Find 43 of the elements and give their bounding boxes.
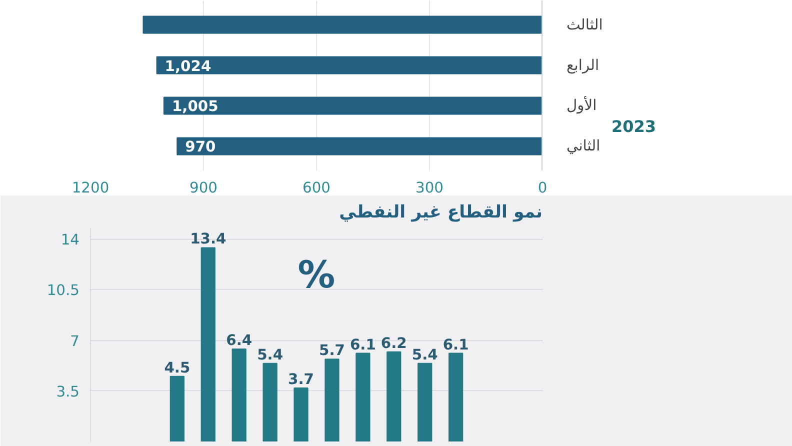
y-tick-label: 7 <box>70 332 80 350</box>
data-label: 4.5 <box>164 359 190 376</box>
data-label: 6.1 <box>350 336 376 354</box>
text: 2023 <box>612 116 656 136</box>
bar <box>200 247 216 442</box>
data-label: 6.2 <box>380 334 407 352</box>
y-tick-label: الأول <box>566 96 597 114</box>
y-tick-label: 14 <box>60 232 80 249</box>
bar <box>176 137 542 156</box>
bar <box>356 352 370 442</box>
bar <box>163 96 542 115</box>
bar <box>156 56 542 74</box>
chart-title: نمو القطاع غير النفطي <box>339 202 543 222</box>
bar <box>324 358 340 442</box>
bar <box>418 362 432 442</box>
data-label: 6.1 <box>442 336 469 354</box>
x-tick-label: 600 <box>302 180 330 196</box>
y-tick-label: الرابع <box>566 56 600 74</box>
y-tick-label: الثاني <box>566 138 600 155</box>
data-label: 1,005 <box>172 98 218 116</box>
bar <box>448 352 464 442</box>
bar <box>232 348 246 442</box>
y-tick-label: 3.5 <box>56 383 80 400</box>
data-label: 6.4 <box>226 332 252 349</box>
annotation: % <box>298 252 336 297</box>
bar <box>262 362 278 442</box>
x-tick-label: 1200 <box>72 180 110 196</box>
bar <box>386 351 402 442</box>
data-label: 13.4 <box>190 230 226 248</box>
x-tick-label: 300 <box>416 180 444 196</box>
y-tick-label: الثالث <box>566 16 603 34</box>
y-tick-label: 10.5 <box>46 282 80 300</box>
data-label: 1,024 <box>164 58 212 75</box>
data-label: 5.4 <box>257 346 284 364</box>
bar <box>294 388 308 442</box>
data-label: 970 <box>185 138 216 156</box>
data-label: 5.7 <box>319 342 345 360</box>
x-tick-label: 900 <box>190 180 218 196</box>
x-tick-label: 0 <box>538 180 548 196</box>
bar <box>142 16 542 34</box>
data-label: 5.4 <box>412 346 438 364</box>
bar <box>170 376 184 442</box>
data-label: 3.7 <box>288 371 314 388</box>
